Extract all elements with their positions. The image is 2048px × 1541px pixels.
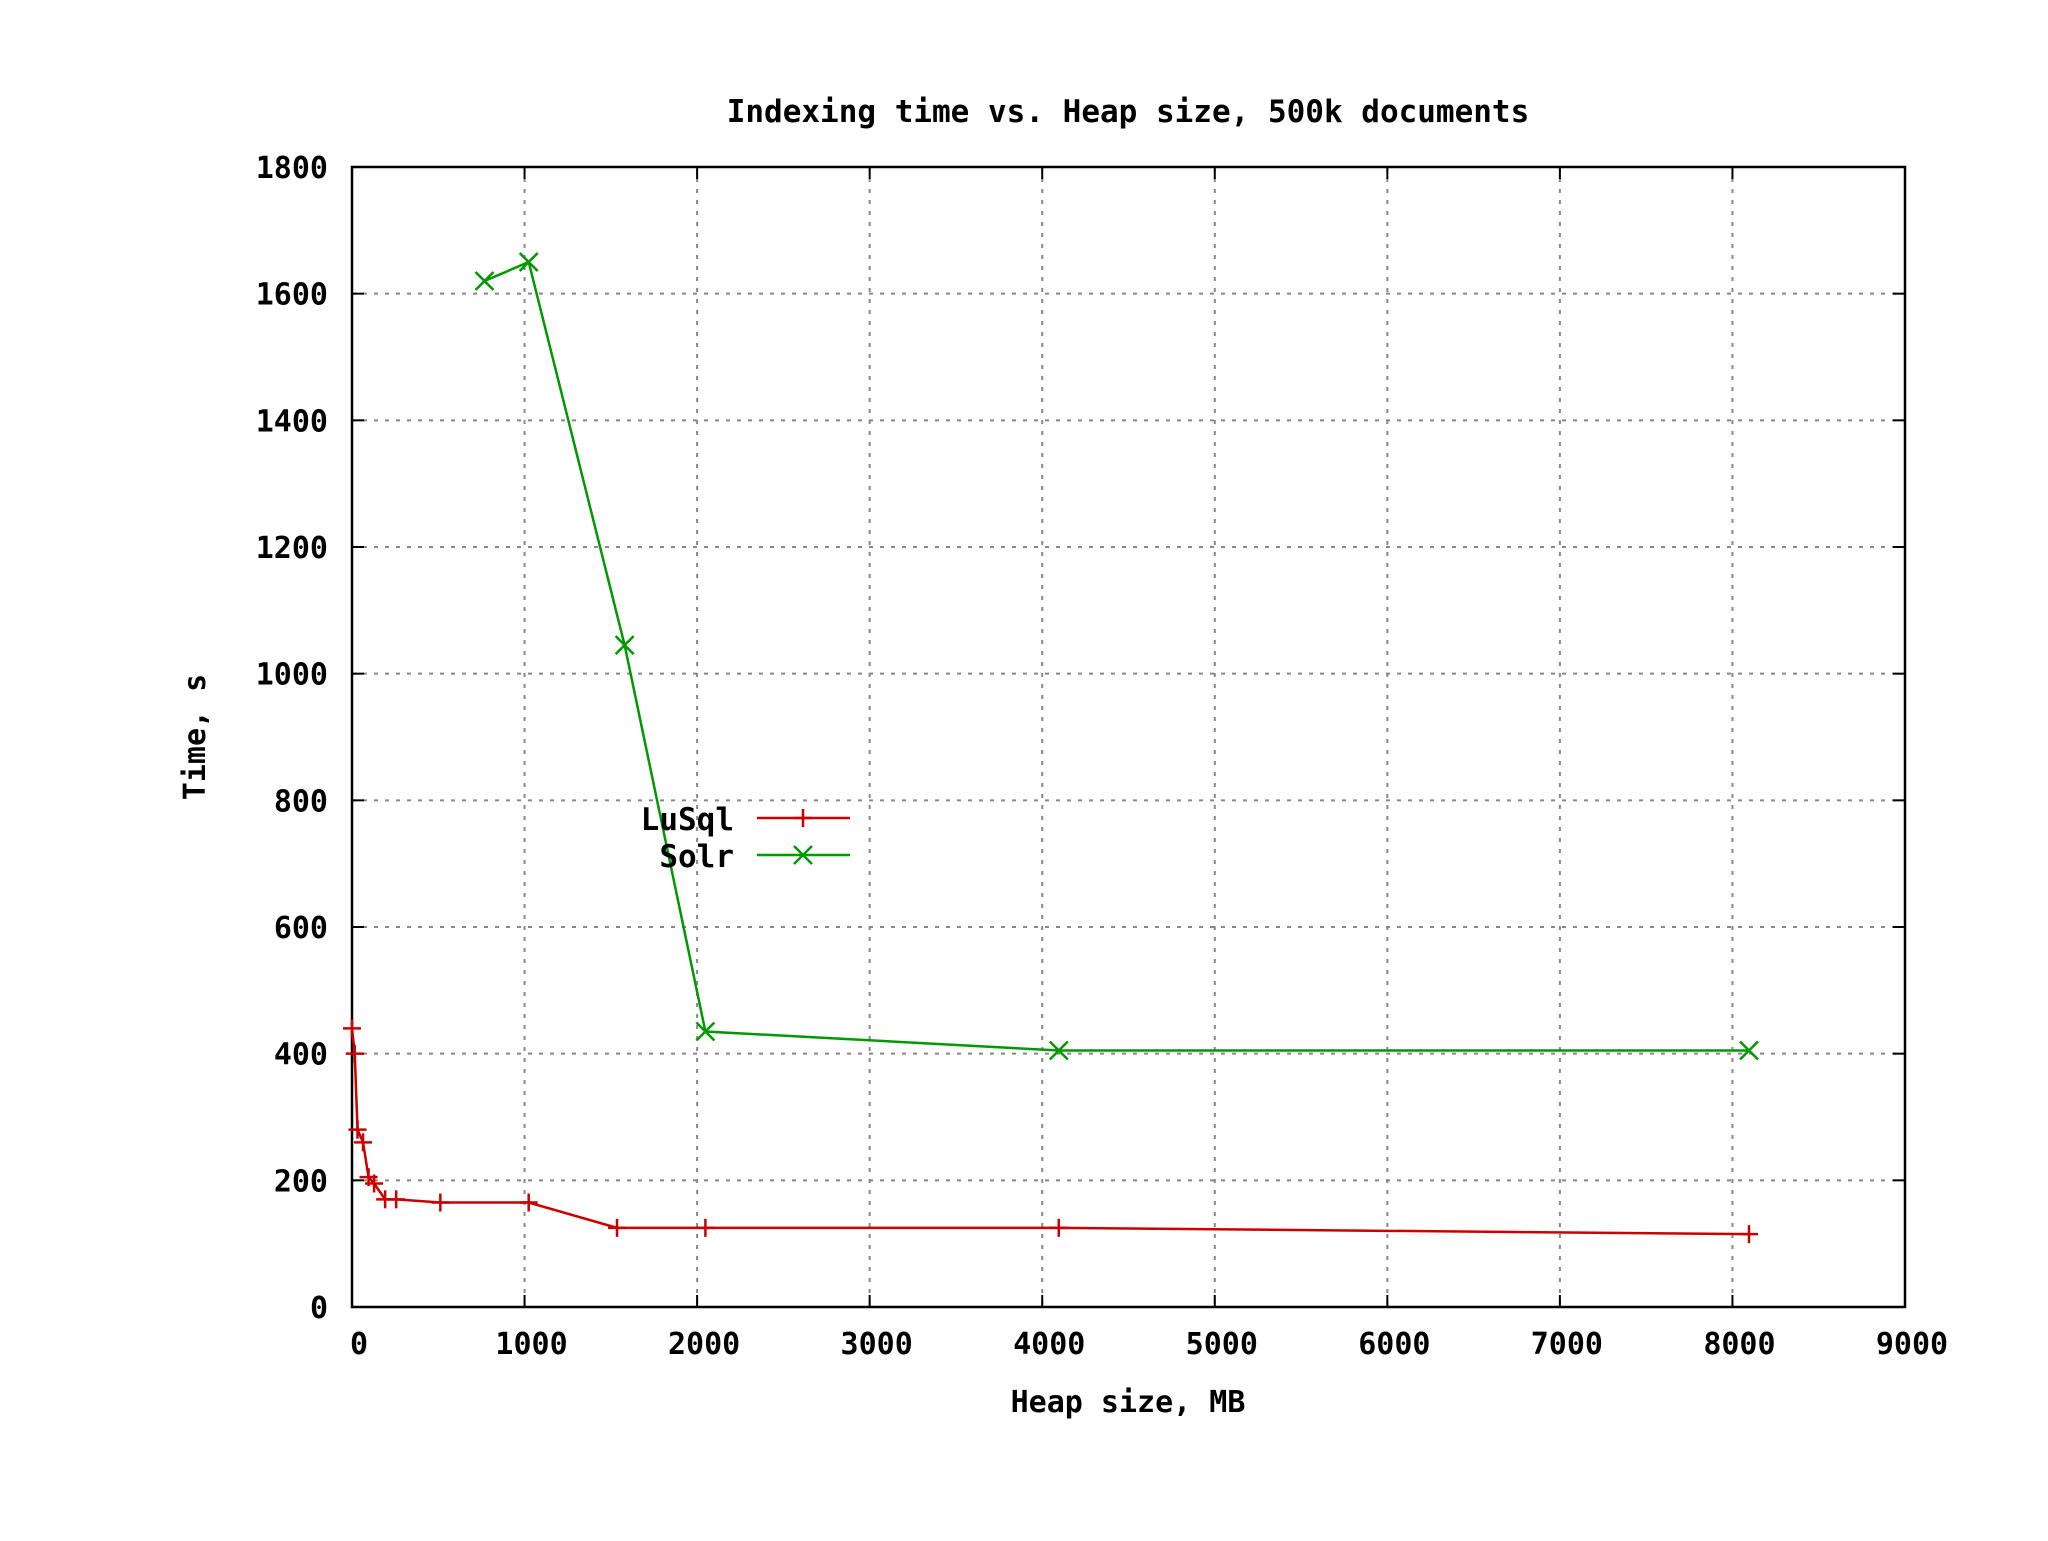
data-point-lusql	[1049, 1218, 1068, 1237]
y-tick-label: 400	[274, 1038, 328, 1073]
data-point-lusql	[608, 1218, 627, 1237]
data-point-lusql	[519, 1193, 538, 1212]
x-axis-label: Heap size, MB	[1011, 1385, 1246, 1420]
series-layer	[343, 252, 1759, 1244]
x-tick-label: 7000	[1531, 1327, 1603, 1362]
x-tick-label: 0	[350, 1327, 368, 1362]
y-tick-label: 1800	[256, 151, 328, 186]
legend-marker-shape-lusql	[794, 809, 812, 827]
series-lusql[interactable]	[343, 1019, 1759, 1244]
data-point-lusql	[365, 1174, 384, 1193]
y-tick-label: 800	[274, 784, 328, 819]
y-tick-label: 1600	[256, 278, 328, 313]
data-point-solr	[614, 635, 635, 656]
x-tick-label: 2000	[668, 1327, 740, 1362]
tick-labels: 0 1000 2000 3000 4000 5000 6000 7000 8000 9000 0 20…	[256, 151, 1948, 1362]
data-point-lusql	[354, 1133, 373, 1152]
x-tick-label: 1000	[495, 1327, 567, 1362]
x-tick-label: 8000	[1703, 1327, 1775, 1362]
series-solr[interactable]	[474, 252, 1759, 1061]
series-line-solr[interactable]	[484, 260, 1750, 1052]
data-point-solr	[474, 271, 495, 291]
legend-label-solr: Solr	[659, 839, 734, 875]
data-point-lusql	[1740, 1225, 1759, 1244]
grid	[352, 167, 1905, 1307]
data-point-lusql	[345, 1044, 364, 1063]
x-tick-label: 4000	[1013, 1327, 1085, 1362]
y-tick-label: 200	[274, 1164, 328, 1199]
y-tick-label: 600	[274, 911, 328, 946]
data-point-solr	[1739, 1040, 1759, 1061]
legend-label-lusql: LuSql	[641, 802, 734, 838]
y-tick-label: 1400	[256, 404, 328, 439]
x-tick-label: 6000	[1358, 1327, 1430, 1362]
legend-marker-solr	[793, 845, 813, 865]
data-point-lusql	[348, 1120, 367, 1139]
y-tick-label: 1000	[256, 658, 328, 693]
data-point-solr	[518, 252, 539, 272]
chart-title: Indexing time vs. Heap size, 500k docume…	[727, 94, 1530, 130]
data-point-lusql	[431, 1193, 450, 1212]
data-point-lusql	[387, 1190, 406, 1209]
x-tick-label: 5000	[1186, 1327, 1258, 1362]
y-tick-label: 0	[310, 1291, 328, 1326]
y-tick-label: 1200	[256, 531, 328, 566]
legend-item-solr[interactable]: Solr	[659, 839, 850, 875]
x-tick-label: 3000	[841, 1327, 913, 1362]
legend-marker-lusql	[794, 809, 812, 827]
plot-frame	[350, 165, 1907, 1309]
legend-item-lusql[interactable]: LuSql	[641, 802, 850, 838]
data-point-lusql	[343, 1019, 361, 1038]
data-point-solr	[695, 1021, 716, 1042]
tick-marks	[351, 166, 1906, 1308]
y-axis-label: Time, s	[178, 674, 213, 800]
data-point-lusql	[696, 1218, 715, 1237]
x-tick-label: 9000	[1876, 1327, 1948, 1362]
data-point-solr	[1048, 1040, 1069, 1061]
legend[interactable]: LuSql Solr	[641, 802, 850, 875]
legend-marker-shape-solr	[793, 845, 813, 865]
